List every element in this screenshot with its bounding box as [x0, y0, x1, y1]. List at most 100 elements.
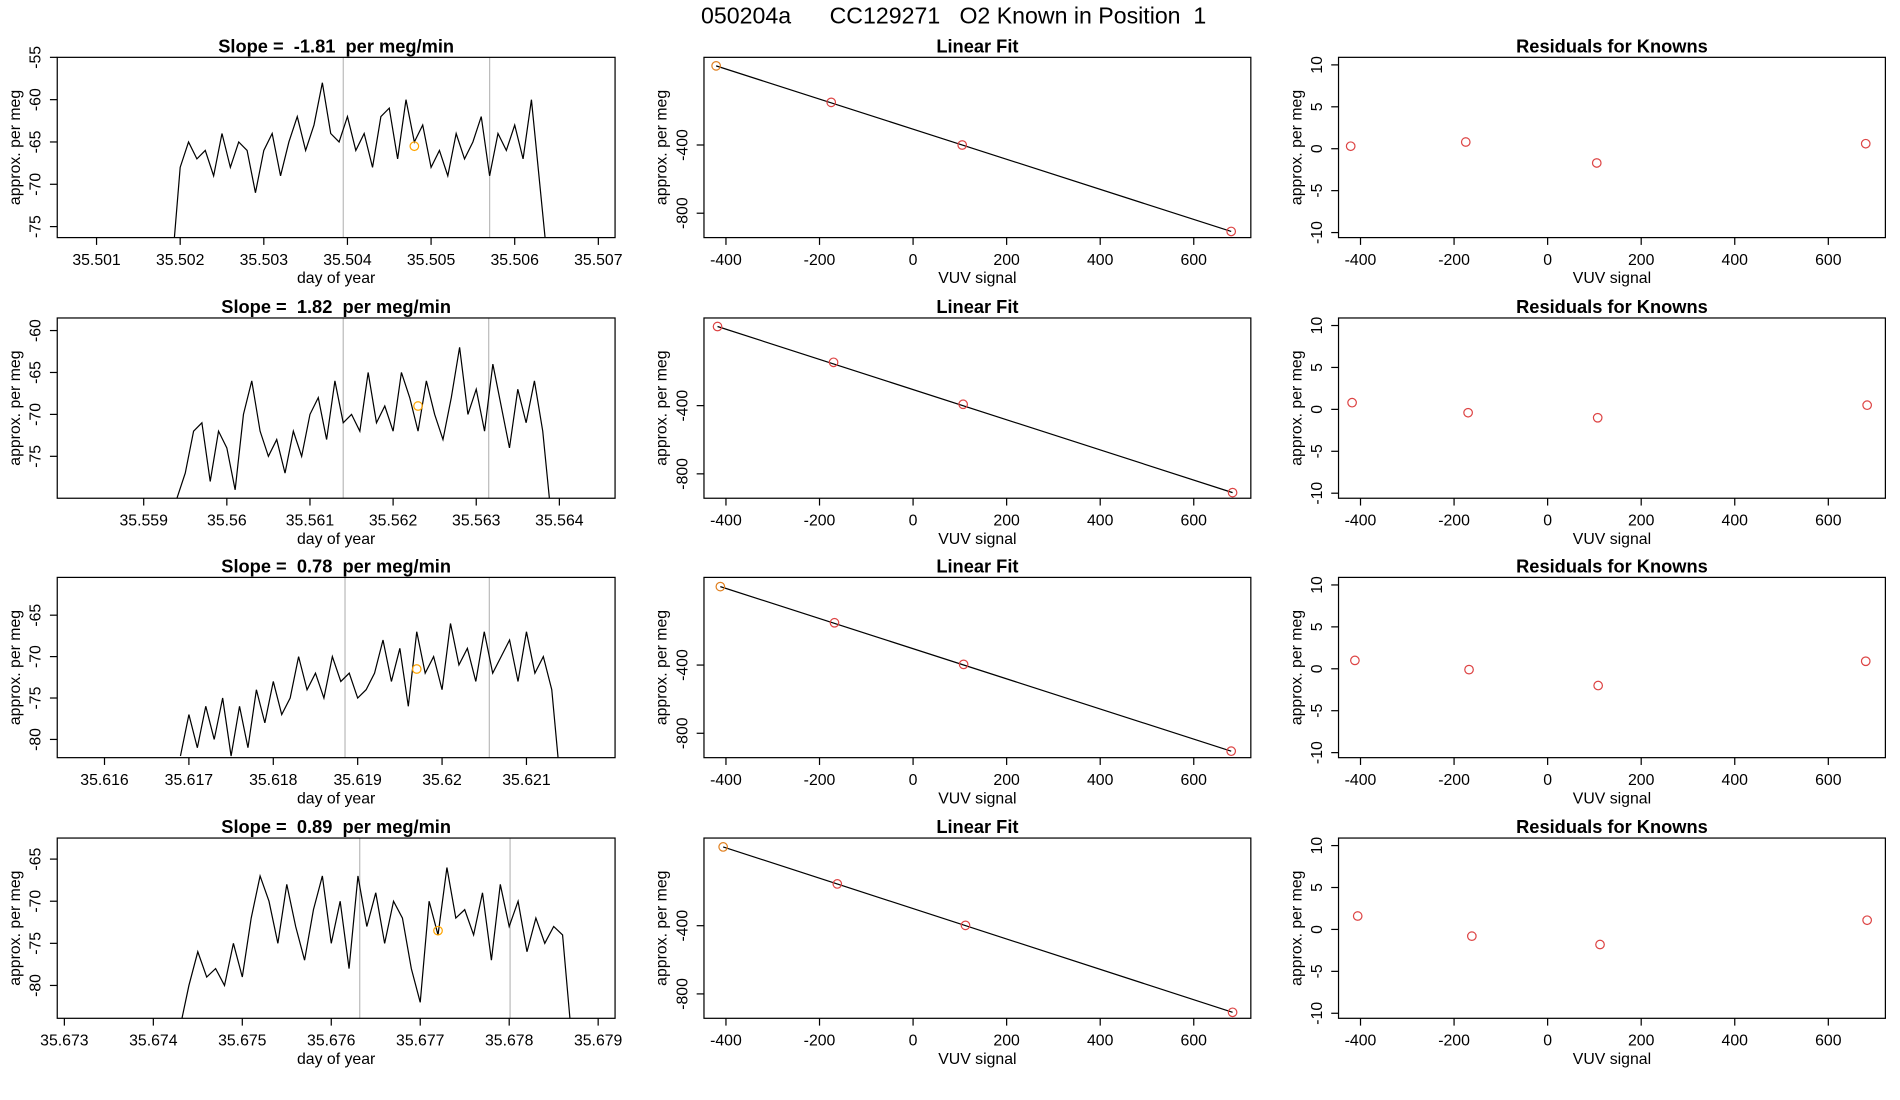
y-tick-label: -400 — [674, 390, 691, 422]
fit-line — [717, 325, 1233, 494]
plot-frame — [703, 576, 1252, 759]
point — [1227, 1007, 1238, 1018]
x-tick-label: 200 — [993, 513, 1020, 530]
y-tick-label: 0 — [1309, 925, 1326, 934]
plot-area — [173, 57, 546, 238]
x-axis-label: VUV signal — [1573, 531, 1651, 548]
y-tick-label: -10 — [1309, 1002, 1326, 1025]
series-line — [179, 623, 559, 758]
x-tick-label: -400 — [1345, 252, 1377, 269]
point — [1464, 664, 1474, 675]
point — [1862, 915, 1873, 926]
y-tick-label: -75 — [28, 215, 45, 238]
point — [957, 140, 968, 150]
plot-area — [176, 317, 550, 499]
x-tick-label: 400 — [1087, 513, 1114, 530]
panel: Slope = 0.78 per meg/min 35.616 35.617 35.6… — [7, 555, 616, 807]
y-tick-label: -80 — [28, 728, 45, 751]
y-tick-label: -800 — [674, 197, 691, 229]
y-axis-label: approx. per meg — [1288, 90, 1305, 205]
x-tick-label: 35.562 — [369, 513, 417, 530]
y-axis-label: approx. per meg — [1288, 610, 1305, 725]
y-tick-label: -60 — [28, 88, 45, 111]
y-axis-label: approx. per meg — [654, 350, 671, 465]
x-tick-label: -200 — [804, 772, 836, 789]
x-tick-label: 35.507 — [574, 252, 622, 269]
x-tick-label: 0 — [909, 513, 918, 530]
x-tick-label: 400 — [1722, 1033, 1749, 1050]
panel-title: Residuals for Knowns — [1516, 816, 1708, 837]
y-tick-label: -65 — [28, 847, 45, 870]
x-tick-label: 400 — [1722, 772, 1749, 789]
x-tick-label: 35.563 — [452, 513, 501, 530]
point — [958, 659, 969, 670]
x-axis-label: VUV signal — [938, 270, 1016, 287]
x-tick-label: 600 — [1815, 1033, 1842, 1050]
x-tick-label: 35.619 — [333, 772, 382, 789]
x-axis-label: day of year — [297, 270, 376, 287]
x-tick-label: 35.678 — [485, 1033, 534, 1050]
x-tick-label: 600 — [1815, 772, 1842, 789]
panel-title: Linear Fit — [936, 555, 1018, 576]
x-tick-label: 0 — [1543, 772, 1552, 789]
x-tick-label: 200 — [993, 1033, 1020, 1050]
plot-area — [1345, 137, 1871, 168]
panel: Slope = 1.82 per meg/min 35.559 35.56 35.56… — [7, 296, 616, 548]
y-tick-label: 10 — [1309, 56, 1326, 74]
x-tick-label: 35.679 — [574, 1033, 623, 1050]
panel: Residuals for Knowns -400 -200 0 200 400 600 -1… — [1288, 816, 1886, 1068]
y-tick-label: 0 — [1309, 144, 1326, 153]
fit-line — [722, 846, 1233, 1013]
panel-title: Linear Fit — [936, 35, 1018, 56]
panel-title: Residuals for Knowns — [1516, 555, 1708, 576]
y-tick-label: -10 — [1309, 482, 1326, 505]
x-tick-label: 600 — [1815, 252, 1842, 269]
highlight-point — [409, 141, 420, 152]
y-axis-label: approx. per meg — [7, 90, 24, 205]
y-tick-label: 5 — [1309, 102, 1326, 111]
x-tick-label: 200 — [1628, 513, 1655, 530]
x-tick-label: -400 — [1345, 772, 1377, 789]
x-tick-label: -200 — [804, 1033, 836, 1050]
panel: Linear Fit -400 -200 0 200 400 600 -400 -800 VUV … — [654, 296, 1252, 548]
y-tick-label: -400 — [674, 129, 691, 161]
x-tick-label: 35.564 — [535, 513, 584, 530]
point — [1595, 939, 1605, 950]
point — [826, 97, 837, 108]
plot-frame — [56, 56, 616, 239]
series-line — [173, 82, 546, 238]
x-axis-label: day of year — [297, 790, 376, 807]
y-tick-label: -60 — [28, 319, 45, 342]
y-axis-label: approx. per meg — [7, 610, 24, 725]
point — [1345, 141, 1356, 152]
x-tick-label: 600 — [1181, 1033, 1208, 1050]
point — [832, 879, 843, 889]
x-tick-label: 400 — [1722, 513, 1749, 530]
point — [1860, 138, 1871, 149]
x-tick-label: -400 — [1345, 1033, 1377, 1050]
y-tick-label: -5 — [1309, 444, 1326, 458]
y-tick-label: -65 — [28, 130, 45, 153]
panel: Linear Fit -400 -200 0 200 400 600 -400 -800 VUV … — [654, 816, 1252, 1068]
x-tick-label: 35.503 — [240, 252, 289, 269]
x-tick-label: -200 — [804, 513, 836, 530]
x-tick-label: 0 — [909, 252, 918, 269]
y-axis-label: approx. per meg — [1288, 871, 1305, 986]
x-tick-label: -200 — [1438, 1033, 1470, 1050]
highlight-point — [433, 925, 443, 936]
x-tick-label: 600 — [1181, 772, 1208, 789]
plot-frame — [1337, 317, 1886, 499]
plot-frame — [1337, 56, 1886, 239]
panel-title: Slope = 0.78 per meg/min — [221, 555, 451, 576]
y-tick-label: -10 — [1309, 221, 1326, 244]
y-tick-label: -5 — [1309, 183, 1326, 197]
y-axis-label: approx. per meg — [654, 871, 671, 986]
y-tick-label: -55 — [28, 46, 45, 69]
x-tick-label: 35.674 — [129, 1033, 178, 1050]
x-tick-label: -400 — [710, 772, 742, 789]
point — [1227, 487, 1238, 498]
plot-frame — [1337, 576, 1886, 759]
x-tick-label: -400 — [1345, 513, 1377, 530]
y-tick-label: -800 — [674, 458, 691, 490]
plot-area — [712, 321, 1238, 498]
